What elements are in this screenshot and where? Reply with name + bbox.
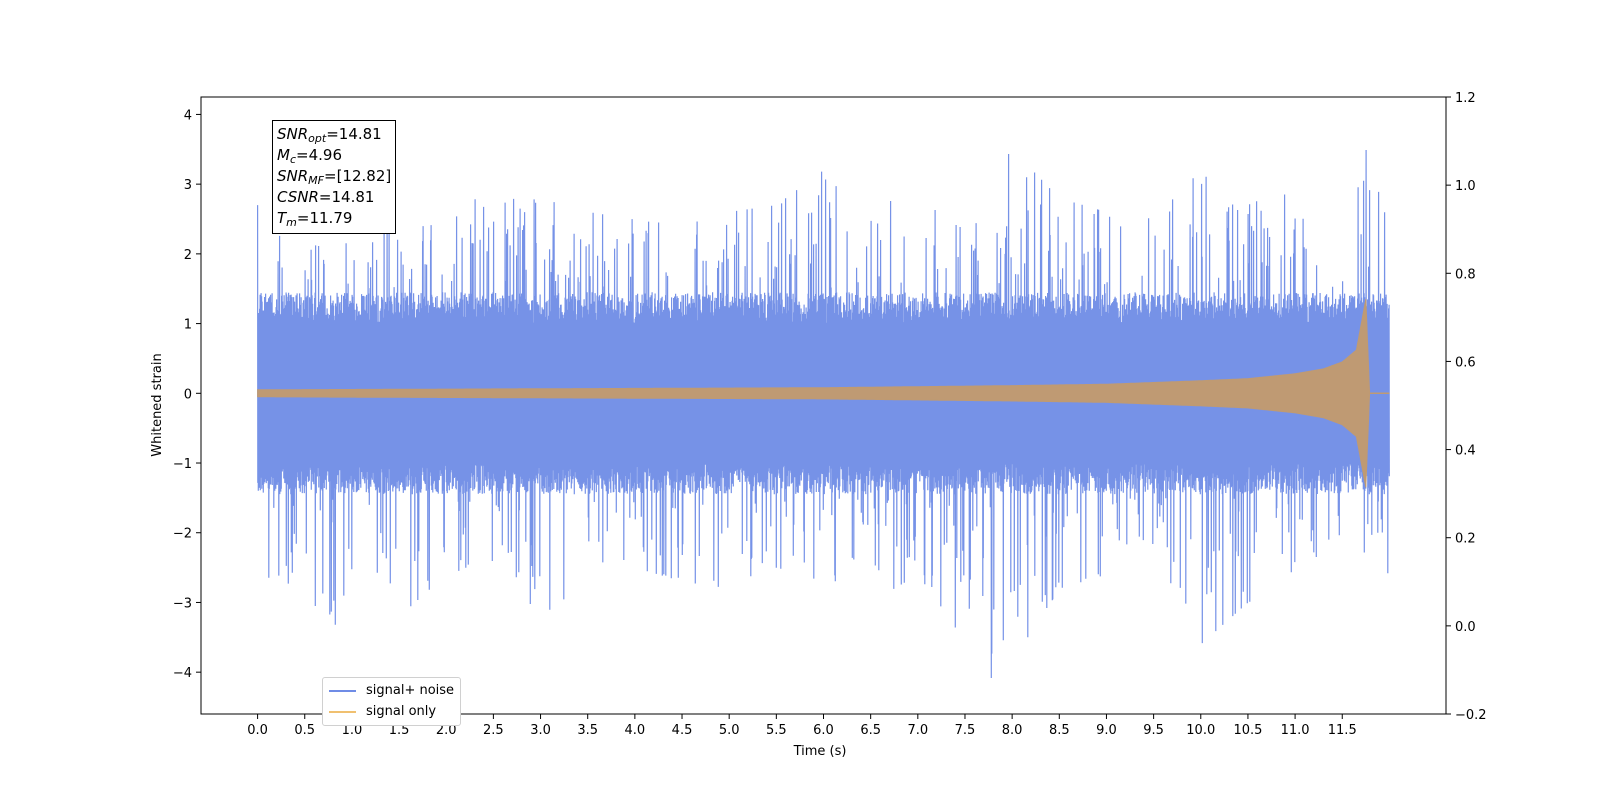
- csnr-line: CSNR=14.81: [277, 188, 375, 206]
- legend-swatch: [329, 710, 356, 713]
- snr-mf-line: SNRMF=[12.82]: [277, 167, 392, 187]
- x-tick-label: 1.5: [389, 723, 410, 738]
- y2-tick-label: 0.8: [1455, 267, 1476, 282]
- y-tick-label: −2: [173, 527, 192, 542]
- x-tick-label: 3.5: [577, 723, 598, 738]
- y2-tick-label: 1.0: [1455, 179, 1476, 194]
- snr-opt-line: SNRopt=14.81: [277, 125, 382, 145]
- legend: signal+ noise signal only: [322, 677, 462, 726]
- mc-line: Mc=4.96: [277, 146, 342, 166]
- y-tick-label: −1: [173, 457, 192, 472]
- y-axis-label: Whitened strain: [150, 353, 165, 456]
- y2-tick-label: −0.2: [1455, 708, 1487, 723]
- signal-only-series: [257, 299, 1390, 488]
- x-tick-label: 6.0: [813, 723, 834, 738]
- y2-tick-label: 0.4: [1455, 444, 1476, 459]
- x-tick-label: 1.0: [342, 723, 363, 738]
- legend-swatch: [329, 689, 356, 692]
- tm-line: Tm=11.79: [277, 209, 353, 229]
- y-axis-right: 1.2 1.0 0.8 0.6 0.4 0.2 0.0 −0.2: [1446, 91, 1487, 723]
- legend-label: signal only: [366, 704, 437, 719]
- y-tick-label: 4: [184, 108, 192, 123]
- parameters-annotation-box: SNRopt=14.81 Mc=4.96 SNRMF=[12.82] CSNR=…: [272, 120, 397, 234]
- x-axis-label: Time (s): [793, 744, 847, 759]
- signal-plus-noise-line: [257, 149, 1390, 679]
- x-tick-label: 5.0: [719, 723, 740, 738]
- legend-label: signal+ noise: [366, 683, 455, 698]
- legend-item-signal-plus-noise: signal+ noise: [329, 680, 454, 701]
- legend-item-signal-only: signal only: [329, 701, 454, 722]
- x-tick-label: 5.5: [766, 723, 787, 738]
- y-tick-label: −4: [173, 666, 192, 681]
- y2-tick-label: 0.2: [1455, 532, 1476, 547]
- x-tick-label: 4.5: [672, 723, 693, 738]
- x-tick-label: 6.5: [860, 723, 881, 738]
- y-tick-label: −3: [173, 596, 192, 611]
- x-tick-label: 10.0: [1186, 723, 1215, 738]
- x-tick-label: 7.0: [907, 723, 928, 738]
- x-tick-label: 11.0: [1281, 723, 1310, 738]
- y2-tick-label: 0.0: [1455, 620, 1476, 635]
- x-tick-label: 8.0: [1002, 723, 1023, 738]
- x-tick-label: 3.0: [530, 723, 551, 738]
- x-tick-label: 8.5: [1049, 723, 1070, 738]
- x-tick-label: 2.5: [483, 723, 504, 738]
- y-tick-label: 3: [184, 178, 192, 193]
- x-tick-label: 0.0: [247, 723, 268, 738]
- x-tick-label: 9.5: [1143, 723, 1164, 738]
- x-tick-label: 7.5: [955, 723, 976, 738]
- signal-plus-noise-series: [257, 149, 1390, 679]
- y-axis-left: 4 3 2 1 0 −1 −2 −3 −4: [173, 108, 201, 681]
- x-tick-label: 2.0: [436, 723, 457, 738]
- x-tick-label: 11.5: [1328, 723, 1357, 738]
- x-tick-label: 10.5: [1233, 723, 1262, 738]
- y-tick-label: 2: [184, 248, 192, 263]
- x-tick-label: 0.5: [294, 723, 315, 738]
- y-tick-label: 0: [184, 387, 192, 402]
- y2-tick-label: 0.6: [1455, 355, 1476, 370]
- x-tick-label: 9.0: [1096, 723, 1117, 738]
- x-axis: 0.0 0.5 1.0 1.5 2.0 2.5 3.0 3.5 4.0 4.5 5.0 5.5 6.0 6…: [247, 714, 1357, 738]
- x-tick-label: 4.0: [625, 723, 646, 738]
- y2-tick-label: 1.2: [1455, 91, 1476, 106]
- y-tick-label: 1: [184, 318, 192, 333]
